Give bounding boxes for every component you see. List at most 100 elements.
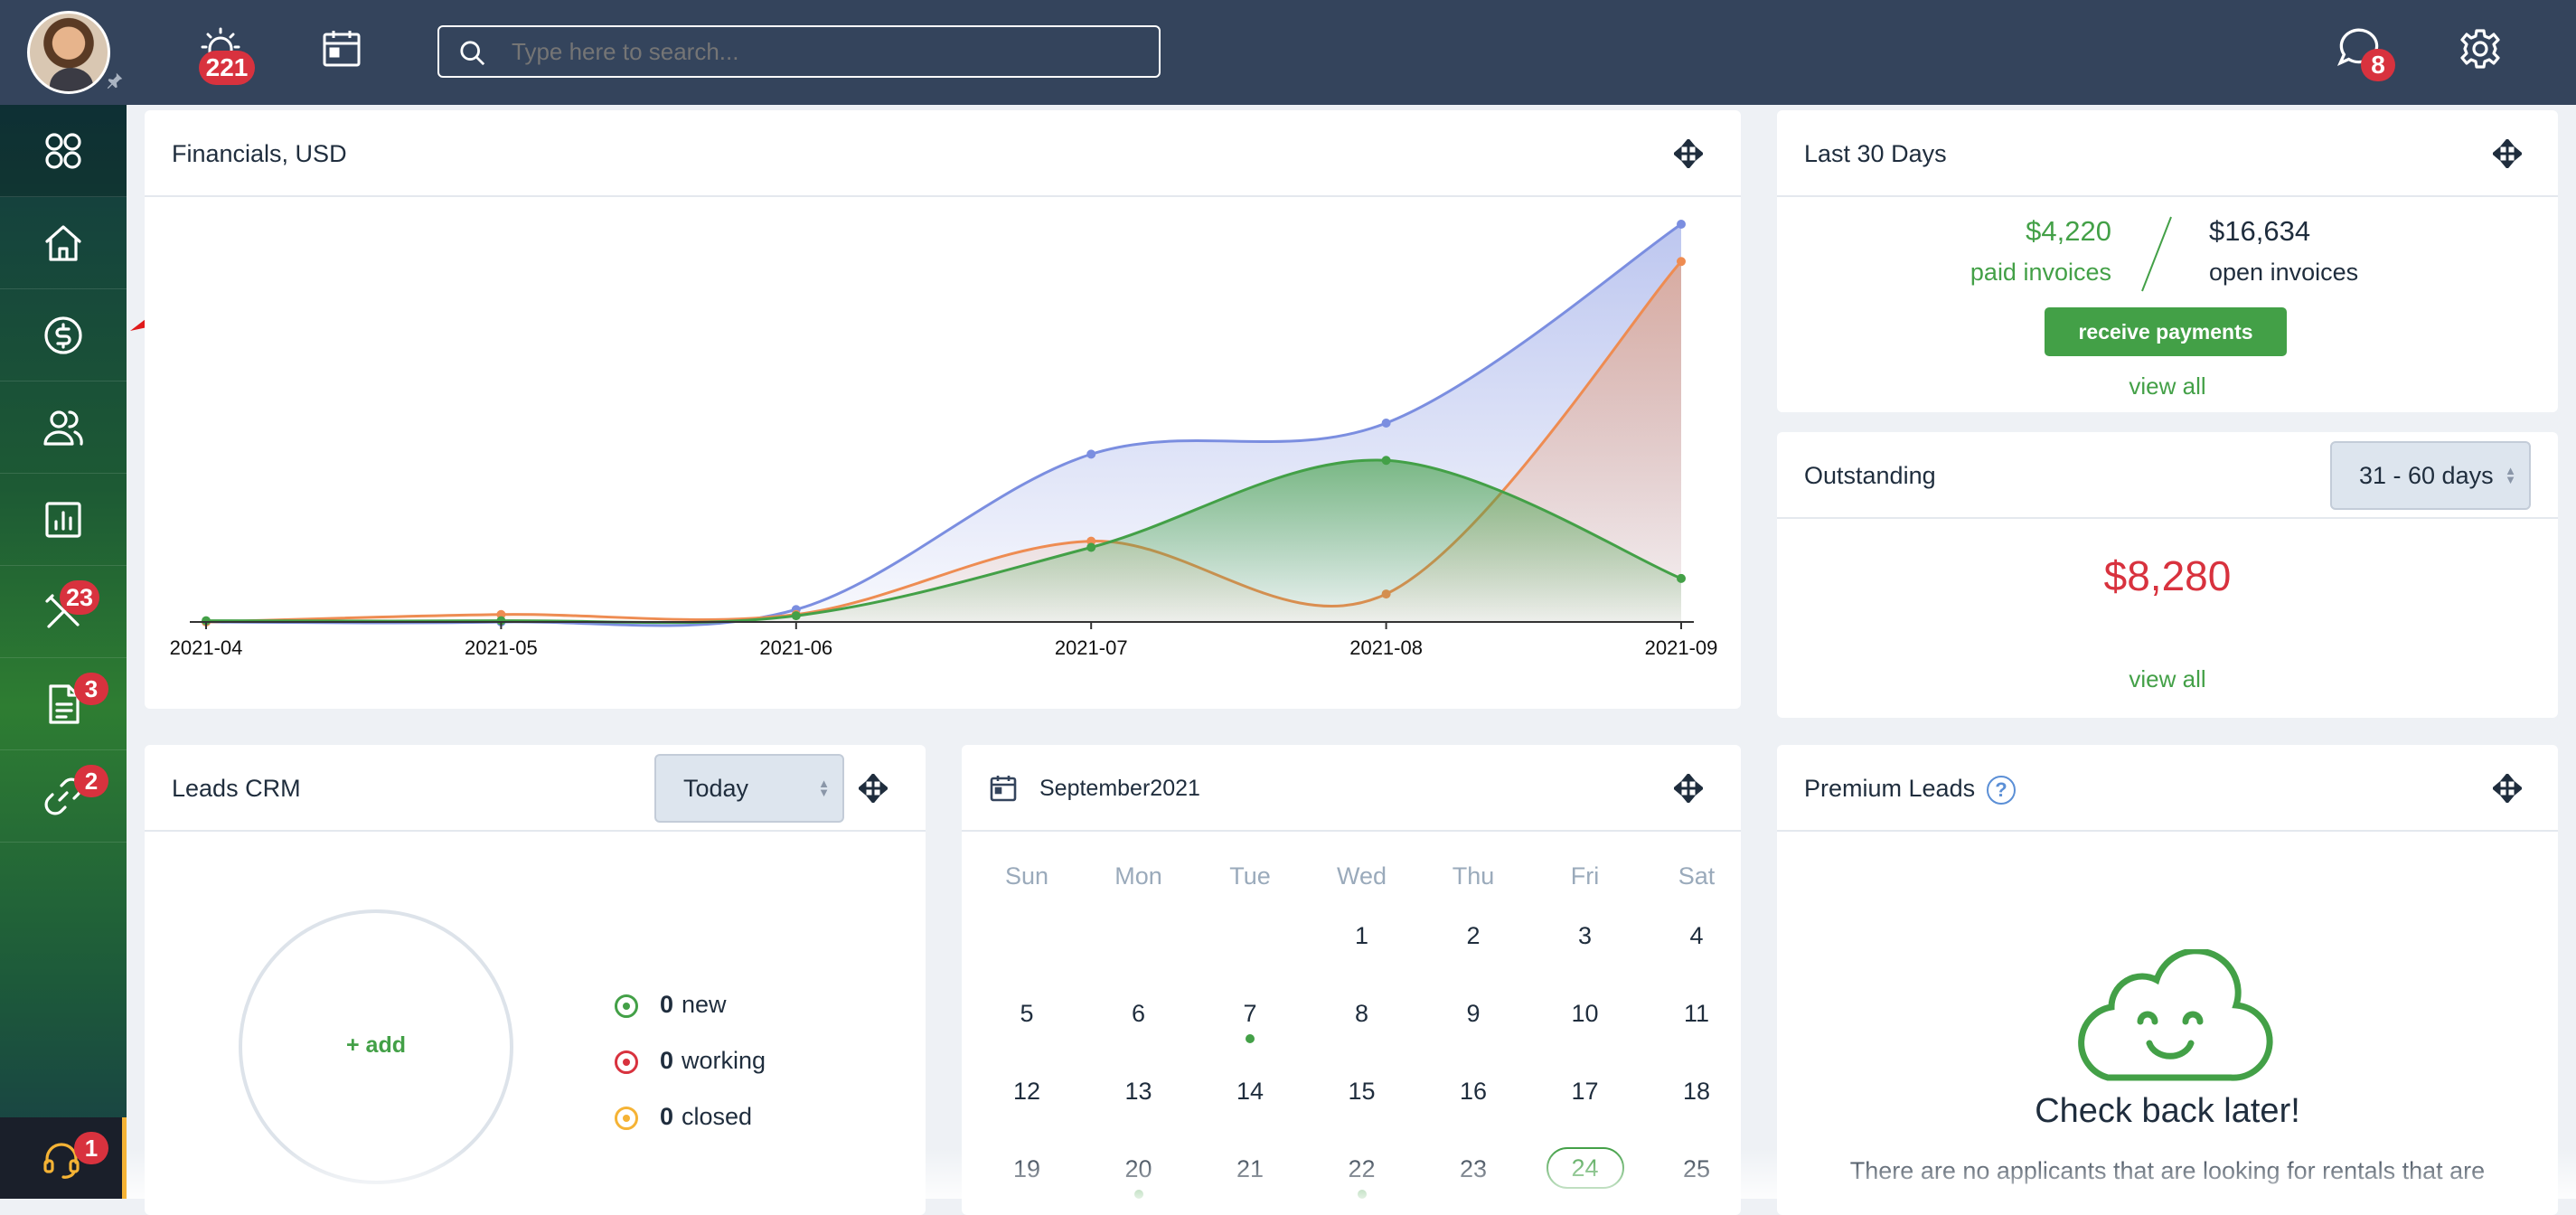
document-icon — [49, 683, 80, 724]
calendar-day[interactable]: 17 — [1571, 1078, 1599, 1105]
outstanding-range-select[interactable]: 31 - 60 days ▲ ▼ — [2330, 441, 2531, 510]
calendar-day[interactable]: 15 — [1348, 1078, 1376, 1105]
data-point[interactable] — [1677, 573, 1686, 583]
calendar-day[interactable]: 2 — [1466, 922, 1481, 949]
select-arrows-icon: ▲ ▼ — [2505, 464, 2516, 486]
data-point[interactable] — [1381, 456, 1391, 466]
move-handle[interactable] — [1672, 137, 1705, 170]
sidebar-item-people[interactable] — [0, 381, 127, 474]
settings-button[interactable] — [2458, 27, 2504, 72]
users-icon — [43, 410, 83, 446]
outstanding-amount: $8,280 — [2103, 552, 2232, 599]
calendar-day[interactable]: 14 — [1236, 1078, 1264, 1105]
leads-period-select[interactable]: Today ▲ ▼ — [654, 754, 844, 823]
calendar-day[interactable]: 21 — [1236, 1155, 1264, 1182]
lead-stat-working: 0 working — [615, 1043, 832, 1079]
x-tick-label: 2021-05 — [465, 636, 538, 659]
calendar-day[interactable]: 16 — [1459, 1078, 1488, 1105]
sidebar-item-maintenance[interactable]: 23 — [0, 566, 127, 658]
view-all-link[interactable]: view all — [2129, 372, 2206, 400]
chat-button[interactable]: 8 — [2336, 25, 2395, 83]
alarm-button[interactable]: 221 — [199, 24, 255, 85]
calendar-day[interactable]: 10 — [1571, 1000, 1599, 1027]
add-lead-label: + add — [346, 1032, 406, 1058]
home-icon — [45, 224, 81, 261]
alarm-badge: 221 — [199, 51, 255, 85]
chat-icon — [2336, 28, 2379, 66]
calendar-day[interactable]: 18 — [1682, 1078, 1711, 1105]
calendar-day[interactable]: 25 — [1682, 1155, 1711, 1182]
status-dot-icon — [615, 1050, 638, 1074]
data-point[interactable] — [1677, 257, 1686, 267]
apps-grid-icon — [45, 132, 81, 169]
calendar-day[interactable]: 11 — [1683, 1000, 1710, 1027]
move-icon — [2491, 137, 2524, 170]
bar-chart-icon — [45, 501, 81, 538]
calendar-day[interactable]: 1 — [1354, 922, 1369, 949]
calendar-day[interactable]: 12 — [1012, 1078, 1041, 1105]
move-icon — [1672, 137, 1705, 170]
paid-invoices-label: paid invoices — [1970, 259, 2111, 286]
move-handle[interactable] — [2491, 137, 2524, 170]
financials-title: Financials, USD — [172, 140, 347, 167]
data-point[interactable] — [496, 616, 506, 626]
x-tick-label: 2021-07 — [1055, 636, 1128, 659]
move-handle[interactable] — [857, 772, 889, 805]
calendar-day[interactable]: 5 — [1020, 1000, 1034, 1027]
sidebar-item-reports[interactable] — [0, 474, 127, 566]
sidebar-item-support[interactable]: 1 — [0, 1117, 127, 1199]
calendar-card: September2021 Sun Mon Tue Wed Thu Fri Sat 1 2 3 4 5… — [962, 745, 1741, 1215]
weekday-header: Sat — [1678, 862, 1716, 890]
calendar-icon — [990, 776, 1017, 802]
range-value: 31 - 60 days — [2359, 461, 2494, 489]
calendar-day[interactable]: 22 — [1348, 1155, 1376, 1182]
calendar-day[interactable]: 6 — [1131, 1000, 1146, 1027]
data-point[interactable] — [1086, 449, 1096, 459]
calendar-day[interactable]: 23 — [1459, 1155, 1488, 1182]
data-point[interactable] — [791, 611, 801, 621]
add-lead-circle[interactable]: + add — [239, 909, 513, 1184]
data-point[interactable] — [1086, 536, 1096, 546]
view-all-link[interactable]: view all — [2129, 665, 2206, 692]
move-handle[interactable] — [2491, 772, 2524, 805]
data-point[interactable] — [496, 609, 506, 619]
calendar-day[interactable]: 20 — [1124, 1155, 1152, 1182]
calendar-day[interactable]: 8 — [1354, 1000, 1369, 1027]
calendar-day[interactable]: 4 — [1689, 922, 1704, 949]
calendar-button[interactable] — [320, 27, 363, 71]
help-icon[interactable]: ? — [1987, 776, 2016, 805]
sidebar-item-finance[interactable] — [0, 289, 127, 381]
lead-stat-closed: 0 closed — [615, 1099, 832, 1135]
calendar-day[interactable]: 13 — [1124, 1078, 1152, 1105]
search-box[interactable] — [437, 25, 1161, 78]
calendar-day[interactable]: 19 — [1012, 1155, 1041, 1182]
sidebar: 23 3 2 1 — [0, 105, 127, 1199]
search-input[interactable] — [512, 34, 1135, 69]
calendar-day-today[interactable]: 24 — [1546, 1147, 1624, 1189]
receive-payments-button[interactable]: receive payments — [2045, 307, 2287, 356]
sidebar-item-links[interactable]: 2 — [0, 750, 127, 843]
x-tick-label: 2021-09 — [1645, 636, 1718, 659]
premium-leads-card: Premium Leads ? Check back later! There … — [1777, 745, 2558, 1215]
calendar-icon — [323, 31, 361, 67]
weekday-header: Fri — [1570, 862, 1600, 890]
series-line-2 — [205, 458, 1682, 625]
calendar-day[interactable]: 3 — [1577, 922, 1593, 949]
data-point[interactable] — [202, 616, 211, 626]
sidebar-item-documents[interactable]: 3 — [0, 658, 127, 750]
leads-crm-title: Leads CRM — [172, 775, 301, 802]
calendar-day[interactable]: 7 — [1243, 1000, 1257, 1027]
pin-icon[interactable] — [105, 71, 125, 90]
x-tick-label: 2021-04 — [170, 636, 243, 659]
calendar-day[interactable]: 9 — [1466, 1000, 1481, 1027]
avatar[interactable] — [27, 11, 110, 94]
move-icon — [857, 772, 889, 805]
data-point[interactable] — [1086, 542, 1096, 552]
sidebar-item-apps[interactable] — [0, 105, 127, 197]
data-point[interactable] — [1677, 220, 1686, 229]
weekday-header: Tue — [1229, 862, 1271, 890]
empty-state-heading: Check back later! — [2035, 1092, 2300, 1130]
sidebar-item-home[interactable] — [0, 197, 127, 289]
move-handle[interactable] — [1672, 772, 1705, 805]
data-point[interactable] — [1381, 419, 1391, 428]
